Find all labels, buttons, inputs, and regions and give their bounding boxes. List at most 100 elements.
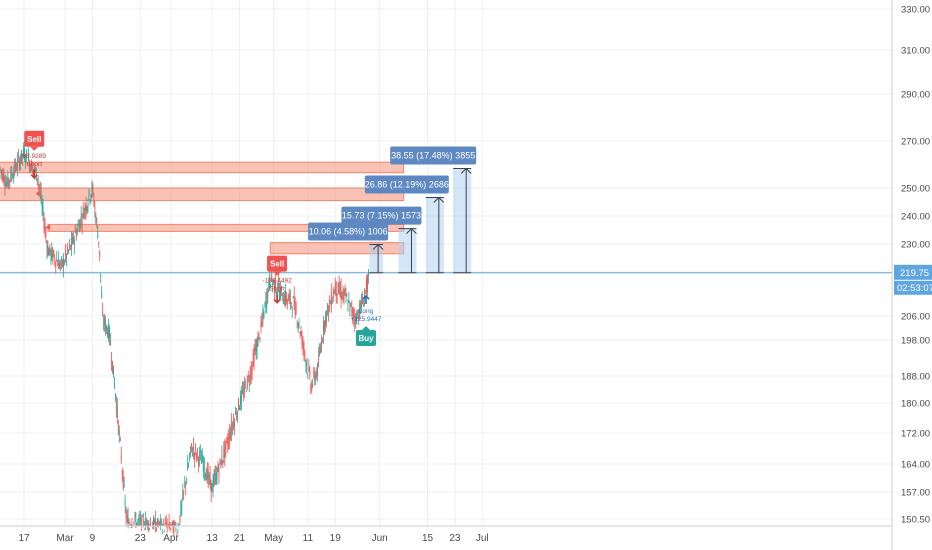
candle-body: [175, 527, 177, 533]
candle-body: [311, 383, 313, 391]
candle-body: [44, 225, 46, 230]
candle-body: [86, 207, 88, 212]
buy-flag: [356, 330, 376, 346]
candle-body: [241, 391, 242, 403]
candle-body: [39, 189, 41, 193]
x-tick-label: 15: [422, 533, 434, 544]
zone-layer: [0, 161, 405, 255]
candle-body: [22, 154, 23, 157]
candle-body: [202, 462, 204, 473]
candle-body: [166, 526, 168, 533]
candle-body: [342, 291, 344, 294]
x-tick-label: 17: [18, 533, 30, 544]
candle-body: [194, 452, 195, 459]
candle-body: [244, 383, 246, 385]
x-tick-label: 9: [90, 533, 96, 544]
candle-body: [265, 300, 267, 310]
target-arrow-head: [433, 196, 445, 203]
candle-body: [97, 232, 99, 239]
candle-body: [316, 372, 318, 377]
candle-body: [146, 523, 148, 525]
candle-body: [341, 295, 343, 300]
candle-body: [5, 181, 7, 187]
candle-body: [365, 290, 366, 291]
candle-body: [288, 294, 290, 298]
candle-body: [80, 215, 82, 220]
y-tick-label: 188.00: [901, 372, 930, 383]
candle-body: [312, 384, 314, 385]
candle-body: [236, 416, 237, 418]
candle-body: [347, 307, 349, 309]
candle-body: [305, 361, 307, 366]
target-bubble: [308, 222, 389, 241]
candle-body: [156, 527, 157, 532]
candle-body: [315, 376, 317, 382]
candle-body: [287, 296, 289, 301]
candle-body: [198, 452, 200, 458]
candle-body: [170, 528, 172, 530]
countdown-badge: [894, 280, 932, 295]
y-tick-label: 230.00: [901, 240, 930, 251]
candle-body: [148, 522, 149, 533]
candle-body: [290, 302, 292, 305]
candle-body: [134, 515, 136, 518]
candle-body: [58, 259, 60, 269]
candle-body: [272, 283, 274, 286]
candle-body: [11, 173, 13, 177]
candle-body: [111, 359, 112, 362]
candle-body: [47, 247, 49, 256]
candle-body: [253, 352, 255, 366]
candle-body: [91, 184, 93, 193]
candle-body: [100, 273, 102, 276]
candle-body: [145, 518, 147, 531]
candle-body: [299, 332, 301, 335]
candle-body: [74, 229, 76, 233]
candle-body: [245, 391, 247, 392]
candle-body: [350, 303, 352, 305]
candle-body: [200, 459, 202, 464]
buy-arrow-icon: [362, 294, 370, 304]
target-arrow-head: [406, 227, 417, 235]
y-tick-label: 250.00: [901, 184, 930, 195]
candle-body: [331, 301, 333, 303]
candle-body: [256, 339, 258, 353]
x-tick-label: Jul: [476, 533, 489, 544]
candle-body: [250, 368, 252, 376]
candle-body: [221, 454, 223, 464]
candle-body: [153, 518, 154, 530]
candle-body: [366, 278, 367, 292]
candle-body: [203, 459, 205, 472]
candle-body: [344, 289, 346, 291]
candle-body: [330, 291, 332, 308]
candle-body: [282, 300, 283, 302]
candle-body: [209, 474, 211, 484]
candle-body: [322, 340, 323, 342]
candle-body: [255, 346, 257, 351]
signal-layer: Sell68.9289ShortSell-139.4492ShortLong+1…: [23, 130, 382, 346]
y-tick-label: 157.00: [901, 488, 930, 499]
candle-body: [6, 182, 8, 185]
candle-body: [30, 160, 32, 171]
signal-value-label: -139.4492: [262, 278, 292, 285]
candle-body: [77, 224, 79, 226]
candle-body: [70, 238, 72, 248]
y-tick-label: 290.00: [901, 90, 930, 101]
candle-body: [18, 155, 20, 157]
candle-body: [121, 470, 123, 473]
resistance-zone: [269, 242, 405, 255]
sell-flag-pointer: [273, 271, 282, 276]
candle-body: [240, 395, 241, 406]
candle-body: [1, 171, 3, 174]
candle-body: [258, 333, 260, 334]
candle-body: [302, 343, 304, 345]
candle-body: [125, 514, 127, 519]
candle-body: [325, 316, 326, 325]
target-bubble: [390, 146, 477, 165]
candle-body: [195, 446, 196, 448]
candle-body: [321, 340, 322, 350]
candle-body: [181, 502, 183, 507]
candle-body: [184, 484, 186, 486]
candle-body: [103, 322, 105, 325]
candle-body: [214, 474, 216, 476]
